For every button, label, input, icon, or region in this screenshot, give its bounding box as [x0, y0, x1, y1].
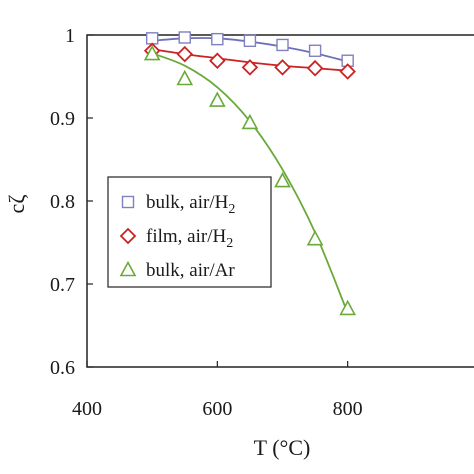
y-axis-ticks: 0.6 0.7 0.8 0.9 1 — [50, 25, 93, 379]
data-point-series-1 — [308, 44, 322, 57]
data-point-series-1 — [178, 31, 191, 44]
x-axis-title: T (°C) — [254, 435, 311, 460]
y-tick-label: 0.6 — [50, 357, 75, 379]
data-point-series-3 — [306, 229, 324, 246]
x-tick-label: 400 — [72, 398, 102, 420]
data-point-series-2 — [274, 59, 291, 76]
data-point-series-2 — [241, 59, 259, 76]
legend-label-3: bulk, air/Ar — [146, 260, 235, 281]
x-tick-label: 600 — [202, 398, 232, 420]
data-point-series-3 — [208, 91, 226, 107]
legend-label-1: bulk, air/H2 — [146, 192, 235, 217]
data-point-series-2 — [339, 63, 356, 80]
legend-box — [107, 176, 272, 288]
y-tick-label: 0.7 — [50, 274, 75, 296]
data-point-series-2 — [209, 52, 226, 70]
legend-marker-3 — [119, 260, 137, 277]
data-point-series-3 — [274, 171, 291, 188]
data-point-series-3 — [241, 113, 259, 130]
data-points — [143, 31, 357, 316]
data-point-series-1 — [211, 32, 224, 46]
data-point-series-1 — [145, 32, 159, 45]
y-tick-label: 1 — [65, 25, 75, 47]
data-point-series-3 — [339, 299, 357, 316]
y-axis-title: cζ — [4, 195, 29, 214]
data-point-series-3 — [143, 44, 161, 61]
data-point-series-1 — [276, 38, 289, 52]
y-tick-label: 0.9 — [50, 108, 75, 130]
x-axis-ticks: 400 600 800 — [72, 361, 363, 420]
legend: bulk, air/H2 film, air/H2 bulk, air/Ar — [107, 176, 272, 288]
y-tick-label: 0.8 — [50, 191, 75, 213]
data-point-series-2 — [176, 45, 194, 63]
data-point-series-1 — [243, 34, 257, 48]
data-point-series-3 — [176, 69, 194, 86]
data-point-series-2 — [306, 59, 324, 77]
legend-marker-1 — [121, 195, 135, 209]
x-tick-label: 800 — [333, 398, 363, 420]
legend-label-2: film, air/H2 — [146, 226, 233, 251]
legend-marker-2 — [119, 227, 137, 245]
